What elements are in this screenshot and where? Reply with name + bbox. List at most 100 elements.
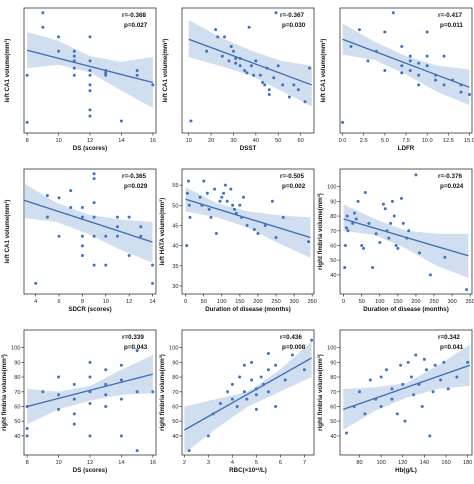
x-tick-label: 150	[235, 299, 244, 305]
scatter-panel-6: 0 50 100 150 200 250 300 350 40 50 60 70 80 90 100 Dura…	[316, 161, 474, 322]
p-value: p=0.002	[282, 183, 306, 190]
data-point	[250, 378, 254, 382]
data-point	[119, 363, 123, 367]
x-tick-label: 4	[34, 299, 37, 305]
x-tick-label: 140	[420, 460, 429, 466]
data-point	[104, 393, 108, 397]
scatter-panel-9: 80 100 120 140 160 180 40 50 60 70 80 90 100 Hb(g/L) r…	[316, 322, 474, 483]
data-point	[214, 232, 218, 236]
data-point	[357, 390, 361, 394]
x-tick-label: 50	[201, 299, 207, 305]
data-point	[151, 281, 154, 285]
data-point	[366, 59, 370, 63]
data-point	[202, 179, 206, 183]
data-point	[229, 44, 233, 48]
data-point	[88, 108, 92, 112]
x-tick-label: 14	[149, 299, 155, 305]
data-point	[72, 73, 76, 77]
data-point	[218, 402, 222, 406]
data-point	[69, 205, 73, 209]
plot-area	[23, 168, 157, 295]
data-point	[417, 61, 421, 65]
data-point	[72, 412, 76, 416]
r-value: r=-0.505	[280, 173, 304, 180]
data-point	[383, 30, 387, 34]
data-point	[189, 119, 193, 123]
data-point	[307, 240, 311, 244]
data-point	[80, 205, 84, 209]
p-value: p=0.030	[282, 22, 306, 29]
x-axis-label: RBC(×10¹²/L)	[229, 467, 267, 474]
x-tick-label: 100	[217, 299, 226, 305]
data-point	[351, 221, 355, 225]
data-point	[412, 393, 416, 397]
r-value: r=-0.417	[438, 12, 462, 19]
chart-svg-5: 0 50 100 150 200 250 300 350 30 35 40 45 50 55 Duratio…	[159, 168, 317, 313]
data-point	[363, 191, 367, 195]
data-point	[408, 54, 412, 58]
x-tick-label: 12.5	[443, 138, 454, 144]
data-point	[431, 390, 435, 394]
y-tick-label: 50	[172, 419, 178, 425]
data-point	[115, 215, 119, 219]
confidence-band	[342, 23, 470, 106]
data-point	[259, 375, 263, 379]
x-tick-label: 100	[376, 460, 385, 466]
data-point	[401, 221, 405, 225]
x-tick-label: 12	[87, 138, 93, 144]
x-tick-label: 8	[81, 299, 84, 305]
y-tick-label: 30	[172, 284, 178, 290]
data-point	[302, 368, 306, 372]
data-point	[383, 207, 387, 211]
confidence-band	[188, 20, 312, 107]
data-point	[119, 397, 123, 401]
y-axis-label: left CA1 volume(mm³)	[4, 39, 11, 103]
data-point	[379, 375, 383, 379]
x-tick-label: 8	[26, 138, 29, 144]
data-point	[80, 234, 84, 238]
y-tick-label: 40	[330, 273, 336, 279]
r-value: r=-0.367	[280, 12, 304, 19]
data-point	[267, 93, 271, 97]
data-point	[349, 44, 353, 48]
data-point	[394, 243, 398, 247]
data-point	[266, 368, 270, 372]
scatter-panel-4: 4 6 8 10 12 14 SDCR (scores) left CA1 volume(mm…	[0, 161, 158, 322]
y-tick-label: 50	[330, 258, 336, 264]
data-point	[238, 203, 242, 207]
data-point	[252, 227, 256, 231]
data-point	[442, 54, 446, 58]
data-point	[409, 375, 413, 379]
data-point	[256, 232, 260, 236]
regression-line	[26, 49, 154, 84]
data-point	[234, 56, 238, 60]
chart-svg-3: 0.0 2.5 5.0 7.5 10.0 12.5 15.0 LDFR left CA1 vol…	[320, 7, 474, 152]
data-point	[261, 81, 265, 85]
data-point	[57, 407, 61, 411]
y-tick-label: 100	[11, 346, 20, 352]
x-tick-label: 12	[126, 299, 132, 305]
x-tick-label: 7.5	[402, 138, 410, 144]
data-point	[425, 30, 429, 34]
x-tick-label: 100	[375, 299, 384, 305]
data-point	[207, 207, 211, 211]
data-point	[303, 100, 307, 104]
data-point	[247, 25, 251, 29]
x-tick-label: 40	[253, 138, 259, 144]
data-point	[274, 363, 278, 367]
x-tick-label: 20	[208, 138, 214, 144]
data-point	[135, 449, 139, 453]
data-point	[92, 215, 96, 219]
data-point	[243, 69, 247, 72]
data-point	[387, 236, 391, 240]
x-tick-label: 80	[356, 460, 362, 466]
data-point	[104, 382, 108, 386]
data-point	[341, 120, 345, 124]
data-point	[400, 44, 404, 48]
data-point	[80, 254, 84, 258]
data-point	[283, 378, 287, 382]
data-point	[434, 73, 438, 77]
x-tick-label: 200	[253, 299, 262, 305]
data-point	[345, 214, 349, 218]
data-point	[238, 64, 242, 68]
